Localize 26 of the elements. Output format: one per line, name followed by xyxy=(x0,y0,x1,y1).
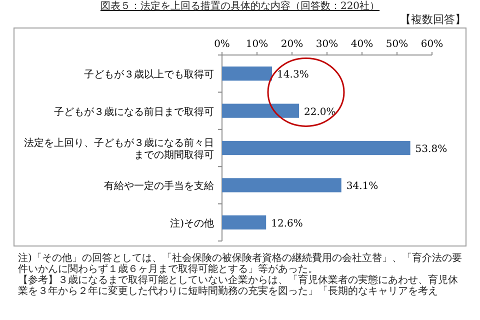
y-tick-label: 注)その他 xyxy=(170,217,214,230)
x-tick-label: 0% xyxy=(214,39,230,50)
y-tick-label: 有給や一定の手当を支給 xyxy=(104,180,214,192)
text: 【複数回答】 xyxy=(399,13,467,27)
bar xyxy=(222,215,266,230)
y-tick-label: 子どもが３歳以上でも取得可 xyxy=(84,68,214,81)
bar xyxy=(222,104,299,118)
data-label: 34.1% xyxy=(346,181,378,192)
bar xyxy=(222,178,342,192)
data-label: 12.6% xyxy=(271,218,303,230)
text: 【参考】３歳になるまで取得可能としていない企業からは、「育児休業者の実態にあわせ、育児休業を３年から２年に変更した代わりに短時間勤務の充実を図った」「長期的なキャリアを考え xyxy=(18,275,459,297)
bar xyxy=(222,140,410,156)
x-tick-label: 50% xyxy=(386,39,408,50)
x-tick-label: 40% xyxy=(350,39,374,50)
data-label: 53.8% xyxy=(415,144,448,155)
x-tick-label: 10% xyxy=(246,39,268,50)
data-label: 22.0% xyxy=(304,106,336,118)
x-tick-label: 60% xyxy=(420,39,444,50)
data-label: 14.3% xyxy=(277,70,309,81)
y-tick-label: 法定を上回り、子どもが３歳になる前々日までの期間取得可 xyxy=(24,137,214,161)
bar xyxy=(222,66,272,81)
chart-title: 図表５：法定を上回る措置の具体的な内容（回答数：220社） xyxy=(99,0,381,13)
x-tick-label: 20% xyxy=(280,39,304,50)
y-tick-label: 子どもが３歳になる前日まで取得可 xyxy=(54,106,214,118)
x-tick-label: 30% xyxy=(316,39,338,50)
text: 注)「その他」の回答としては、「社会保険の被保険者資格の継続費用の会社立替」、「育介法の要件いかんに関わらず１歳６ヶ月まで取得可能とする」等があった。 xyxy=(18,253,463,275)
